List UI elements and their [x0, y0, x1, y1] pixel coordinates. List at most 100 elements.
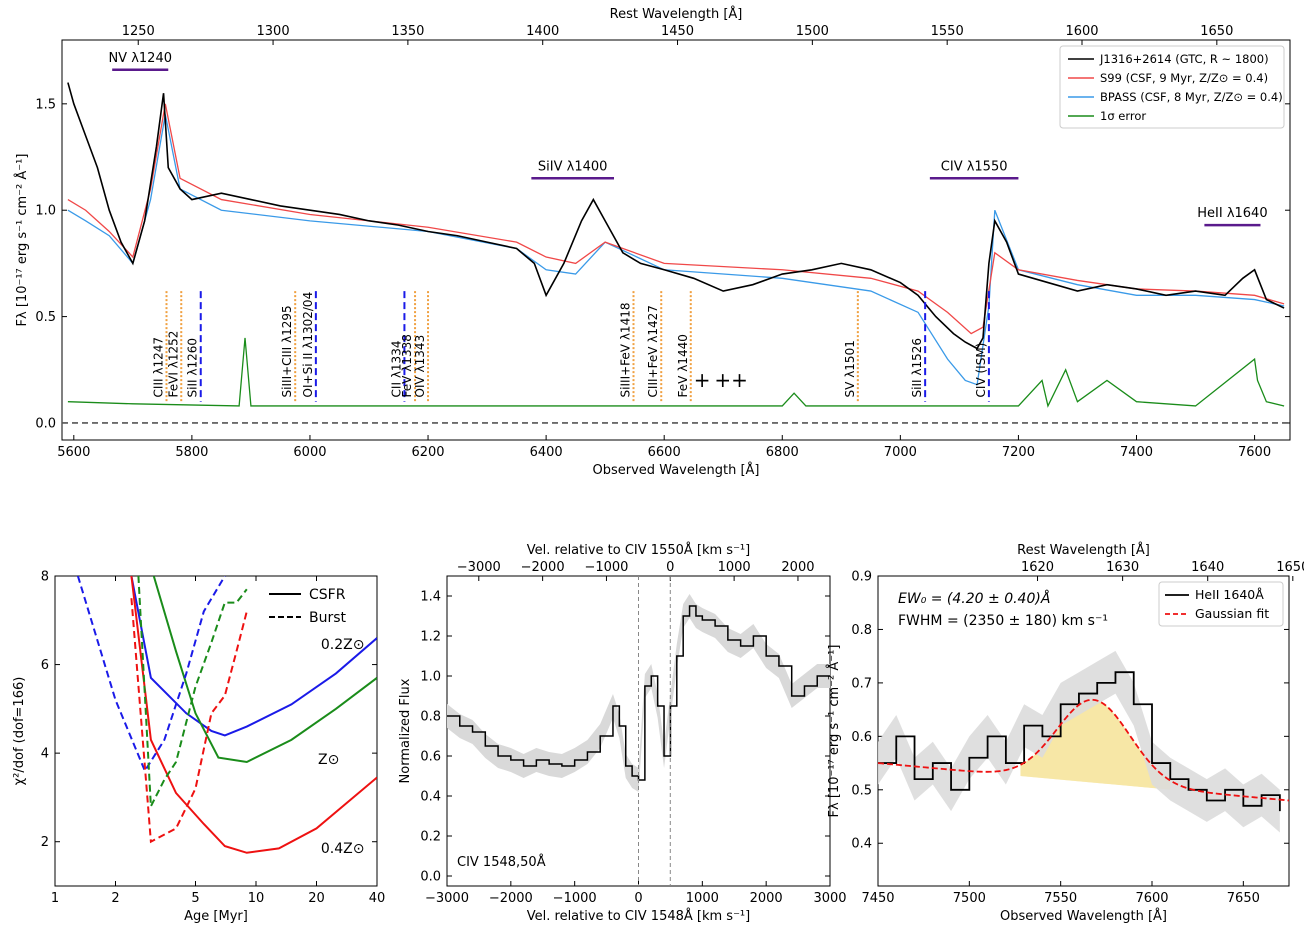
x-tick-label: 7200: [1002, 445, 1035, 460]
legend-label: 1σ error: [1100, 109, 1146, 123]
heii-flux-steps: [878, 671, 1281, 812]
gaussian-fit-line: [877, 698, 1290, 802]
chi2-curve-1: [152, 576, 377, 764]
feature-bar-label: HeII λ1640: [1197, 206, 1267, 221]
line-marker-label: SiIII+CIII λ1295: [280, 305, 294, 397]
feature-bar-label: SiIV λ1400: [538, 159, 608, 174]
top-tick-label: 2000: [781, 560, 814, 575]
top-axis-label: Vel. relative to CIV 1550Å [km s⁻¹]: [527, 542, 750, 558]
curve-label: 0.4Z⊙: [321, 841, 365, 857]
x-tick-label: 10: [248, 891, 265, 906]
feature-bar-label: NV λ1240: [108, 51, 172, 66]
x-tick-label: 6400: [530, 445, 563, 460]
y-axis-label: Fλ [10⁻¹⁷ erg s⁻¹ cm⁻² Å⁻¹]: [826, 645, 842, 818]
line-marker-label: CIII λ1247: [151, 337, 165, 397]
x-tick-label: 6600: [648, 445, 681, 460]
y-tick-label: 1.0: [420, 670, 441, 685]
chi2-curve-5: [130, 598, 248, 844]
y-tick-label: 0.6: [851, 730, 872, 745]
x-tick-label: 5: [191, 891, 199, 906]
x-tick-label: 7500: [953, 891, 986, 906]
line-marker-label: SiII λ1260: [186, 338, 200, 397]
line-marker-label: SiII λ1526: [910, 338, 924, 397]
y-tick-label: 0.6: [420, 750, 441, 765]
chi2-age-panel: 1 2 5 10 20 40 2 4 6 8 Age [Myr] χ²/dof (dof=166) 0.…: [12, 570, 385, 925]
top-tick-label: −1000: [584, 560, 628, 575]
y-tick-label: 0.4: [420, 790, 441, 805]
line-marker-label: FeV λ1440: [676, 334, 690, 397]
curve-label: Z⊙: [318, 752, 339, 768]
chi2-curve-3: [76, 576, 226, 774]
line-flux-fill: [1020, 699, 1171, 790]
y-tick-label: 1.0: [35, 204, 56, 219]
y-tick-label: 8: [41, 570, 49, 585]
y-tick-label: 0.8: [851, 623, 872, 638]
legend-label: Burst: [309, 610, 347, 626]
line-marker-label: SiIII+FeV λ1418: [618, 303, 632, 398]
line-marker-label: FeVI λ1252: [166, 331, 180, 398]
y-tick-label: 1.2: [420, 630, 441, 645]
top-tick-label: 1350: [391, 24, 424, 39]
x-tick-label: −3000: [425, 891, 469, 906]
x-tick-label: −2000: [489, 891, 533, 906]
line-marker-label: SV λ1501: [843, 340, 857, 397]
y-tick-label: 1.5: [35, 97, 56, 112]
line-marker-label: CII λ1334: [389, 341, 403, 398]
y-axis-label: Normalized Flux: [398, 678, 413, 783]
top-axis-label: Rest Wavelength [Å]: [1017, 542, 1150, 558]
flux-uncertainty-band: [447, 594, 830, 792]
top-tick-label: 1600: [1065, 24, 1098, 39]
x-axis-label: Observed Wavelength [Å]: [593, 462, 760, 478]
top-tick-label: 1400: [526, 24, 559, 39]
top-tick-label: 1620: [1021, 560, 1054, 575]
x-tick-label: 1000: [686, 891, 719, 906]
x-tick-label: 5600: [57, 445, 90, 460]
y-axis-label: χ²/dof (dof=166): [12, 677, 27, 786]
x-tick-label: 2000: [750, 891, 783, 906]
y-tick-label: 6: [41, 658, 49, 673]
legend-label: HeII 1640Å: [1195, 587, 1264, 602]
x-tick-label: 7600: [1238, 445, 1271, 460]
legend-box: [1059, 45, 1285, 129]
y-tick-label: 0.8: [420, 710, 441, 725]
legend-label: Gaussian fit: [1195, 606, 1269, 621]
x-tick-label: 40: [369, 891, 386, 906]
y-tick-label: 0.5: [35, 310, 56, 325]
plus-marker: +: [694, 368, 711, 392]
y-tick-label: 0.0: [420, 870, 441, 885]
line-marker-label: OIV λ1343: [413, 335, 427, 398]
top-tick-label: −2000: [521, 560, 565, 575]
x-tick-label: −1000: [553, 891, 597, 906]
line-marker-label: OI+Si II λ1302/04: [301, 292, 315, 398]
feature-bar-label: CIV λ1550: [941, 159, 1008, 174]
legend-label: CSFR: [309, 587, 346, 603]
x-axis-label: Observed Wavelength [Å]: [1000, 908, 1167, 924]
top-tick-label: 1450: [661, 24, 694, 39]
curve-label: 0.2Z⊙: [321, 637, 365, 653]
x-tick-label: 6000: [293, 445, 326, 460]
line-marker-label: CIV (ISM): [974, 343, 988, 398]
x-tick-label: 6800: [766, 445, 799, 460]
y-axis-label: Fλ [10⁻¹⁷ erg s⁻¹ cm⁻² Å⁻¹]: [14, 154, 30, 327]
plot-frame: [877, 575, 1290, 887]
fwhm-annotation: FWHM = (2350 ± 180) km s⁻¹: [898, 613, 1108, 629]
legend-label: S99 (CSF, 9 Myr, Z/Z⊙ = 0.4): [1100, 71, 1268, 85]
x-tick-label: 20: [308, 891, 325, 906]
top-axis-label: Rest Wavelength [Å]: [610, 6, 743, 22]
y-tick-label: 0.0: [35, 416, 56, 431]
x-tick-label: 7600: [1135, 891, 1168, 906]
top-tick-label: 1300: [257, 24, 290, 39]
equivalent-width-annotation: EW₀ = (4.20 ± 0.40)Å: [898, 590, 1050, 607]
y-tick-label: 0.5: [851, 783, 872, 798]
plus-marker: ++: [714, 368, 748, 392]
top-tick-label: 1550: [931, 24, 964, 39]
top-tick-label: −3000: [457, 560, 501, 575]
x-tick-label: 0: [634, 891, 642, 906]
top-tick-label: 1650: [1200, 24, 1233, 39]
series-line-0: [67, 82, 1285, 350]
heii-uncertainty-band: [878, 650, 1280, 833]
x-tick-label: 7000: [884, 445, 917, 460]
top-tick-label: 1000: [718, 560, 751, 575]
x-tick-label: 7400: [1120, 445, 1153, 460]
top-tick-label: 1630: [1106, 560, 1139, 575]
